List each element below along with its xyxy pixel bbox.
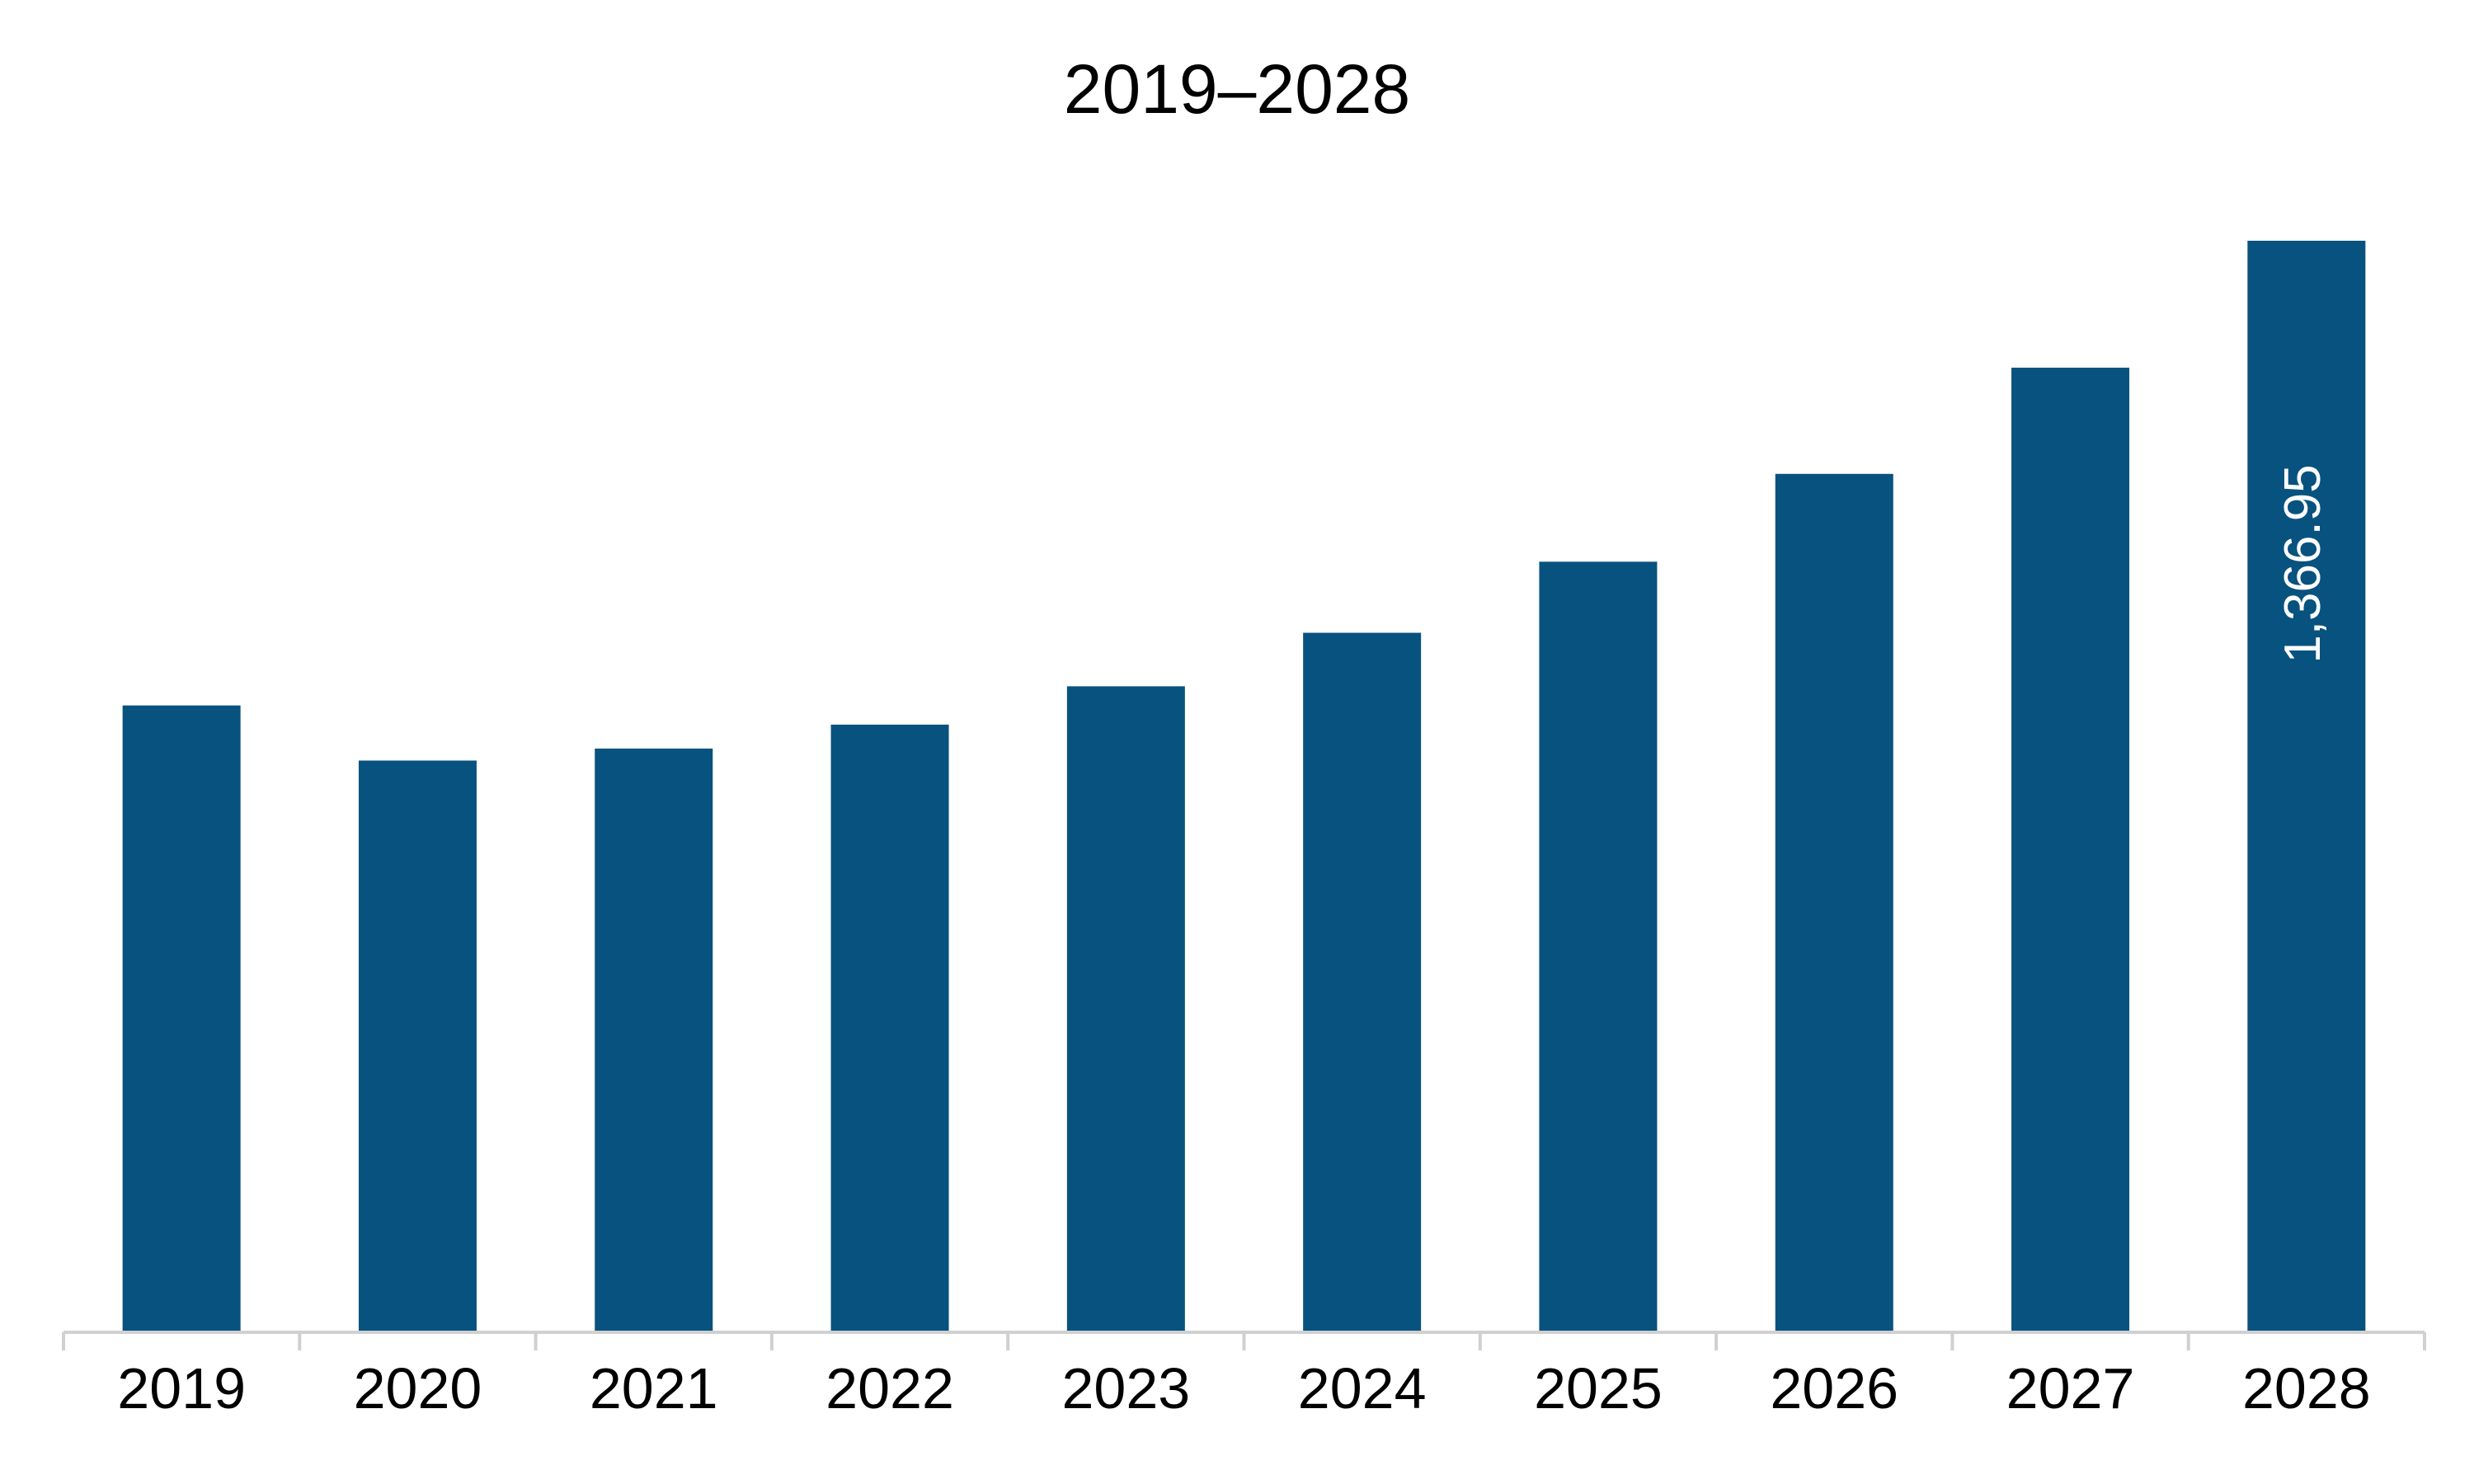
bar-2024 <box>1303 632 1422 1332</box>
bar-2020 <box>358 760 477 1332</box>
x-tick-label: 2026 <box>1770 1356 1898 1421</box>
x-tick-label: 2027 <box>2006 1356 2135 1421</box>
bar-2025 <box>1539 561 1658 1332</box>
x-tick-label: 2019 <box>117 1356 246 1421</box>
bar-2022 <box>830 724 949 1332</box>
bar-2026 <box>1775 473 1893 1332</box>
bar-2021 <box>595 748 713 1332</box>
x-tick-label: 2025 <box>1534 1356 1663 1421</box>
chart-title: 2019–2028 <box>1063 50 1411 128</box>
data-label: 1,366.95 <box>2274 464 2331 663</box>
x-tick-label: 2028 <box>2242 1356 2371 1421</box>
x-tick-label: 2020 <box>354 1356 482 1421</box>
x-tick-label: 2021 <box>590 1356 718 1421</box>
bar-2019 <box>122 705 241 1332</box>
bar-2027 <box>2011 367 2130 1332</box>
x-tick-label: 2022 <box>825 1356 954 1421</box>
bar-2023 <box>1066 686 1185 1332</box>
bar-2028 <box>2247 241 2366 1332</box>
x-tick-label: 2023 <box>1061 1356 1190 1421</box>
x-tick-label: 2024 <box>1298 1356 1427 1421</box>
